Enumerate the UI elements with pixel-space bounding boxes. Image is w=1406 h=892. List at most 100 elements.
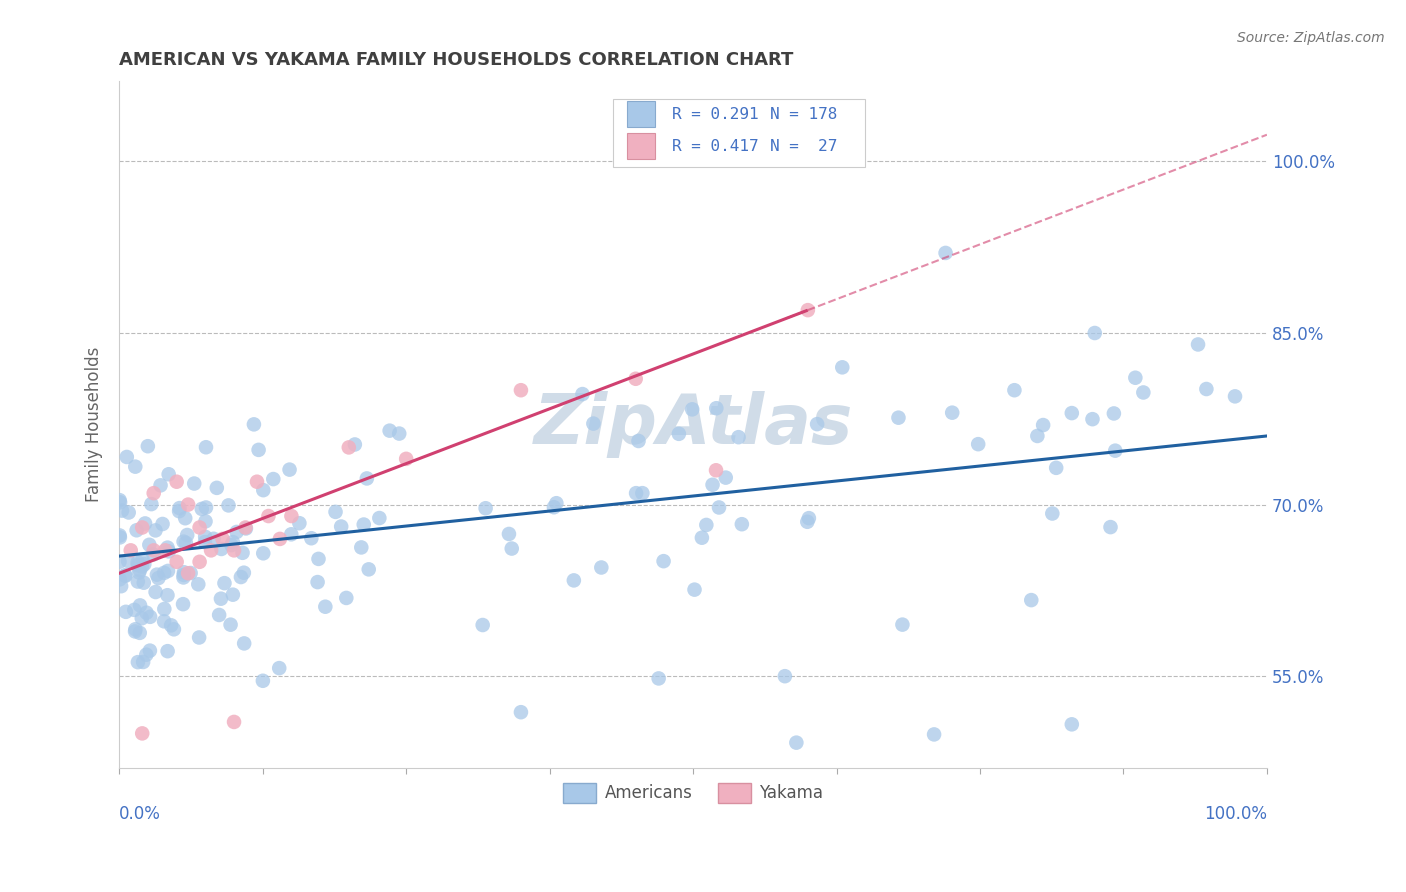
Point <box>510 383 533 397</box>
Point <box>209 591 232 606</box>
FancyBboxPatch shape <box>627 102 655 128</box>
Point <box>153 566 176 580</box>
Point <box>785 736 807 750</box>
Point <box>135 648 157 662</box>
Point <box>225 524 247 539</box>
Point <box>131 520 153 534</box>
Point <box>142 486 165 500</box>
Point <box>167 504 190 518</box>
Point <box>243 417 266 432</box>
Point <box>208 607 231 622</box>
Point <box>681 402 703 417</box>
Point <box>471 618 494 632</box>
Point <box>357 562 380 576</box>
Point <box>278 462 301 476</box>
Point <box>163 623 186 637</box>
Point <box>1223 389 1246 403</box>
Point <box>120 543 142 558</box>
Point <box>174 536 197 550</box>
Point <box>797 303 820 318</box>
Point <box>235 520 257 534</box>
Point <box>388 426 411 441</box>
Point <box>546 496 568 510</box>
Point <box>262 472 284 486</box>
Point <box>127 655 149 669</box>
Legend: Americans, Yakama: Americans, Yakama <box>554 775 831 811</box>
Point <box>922 727 945 741</box>
Point <box>177 498 200 512</box>
Point <box>582 417 605 431</box>
Point <box>356 471 378 485</box>
Point <box>146 567 169 582</box>
Point <box>129 599 152 613</box>
Point <box>797 511 820 525</box>
Point <box>110 579 132 593</box>
Point <box>205 481 228 495</box>
Point <box>124 603 146 617</box>
Point <box>202 532 225 546</box>
Point <box>325 505 347 519</box>
Text: 100.0%: 100.0% <box>1204 805 1267 823</box>
Point <box>652 554 675 568</box>
Point <box>131 726 153 740</box>
Point <box>174 511 197 525</box>
Point <box>368 511 391 525</box>
Point <box>128 563 150 577</box>
Point <box>683 582 706 597</box>
Text: Source: ZipAtlas.com: Source: ZipAtlas.com <box>1237 31 1385 45</box>
Point <box>269 661 291 675</box>
Point <box>704 401 727 416</box>
Text: R = 0.291: R = 0.291 <box>672 107 759 122</box>
Point <box>1045 460 1067 475</box>
Point <box>252 483 274 498</box>
Point <box>222 535 245 549</box>
Point <box>214 576 236 591</box>
Point <box>280 509 302 524</box>
Point <box>967 437 990 451</box>
Point <box>1060 406 1083 420</box>
Point <box>252 546 274 560</box>
Point <box>157 467 180 482</box>
Point <box>695 518 717 533</box>
Point <box>307 575 329 590</box>
Point <box>194 530 217 544</box>
Point <box>222 714 245 729</box>
Point <box>668 426 690 441</box>
Point <box>1060 717 1083 731</box>
Point <box>173 566 195 580</box>
Point <box>108 495 131 509</box>
Point <box>172 570 194 584</box>
Point <box>118 506 141 520</box>
Point <box>195 440 218 454</box>
Point <box>353 517 375 532</box>
Point <box>157 544 180 558</box>
Point <box>134 516 156 531</box>
Point <box>288 516 311 531</box>
Point <box>631 486 654 500</box>
Point <box>132 655 155 669</box>
FancyBboxPatch shape <box>627 133 655 159</box>
Point <box>350 541 373 555</box>
Point <box>714 470 737 484</box>
Point <box>222 588 245 602</box>
Point <box>218 499 240 513</box>
Point <box>108 528 131 542</box>
Point <box>127 574 149 589</box>
Point <box>172 597 194 611</box>
Point <box>156 541 179 555</box>
Point <box>727 430 749 444</box>
Point <box>148 571 170 585</box>
Point <box>1132 385 1154 400</box>
Point <box>219 617 242 632</box>
Point <box>142 543 165 558</box>
Point <box>127 558 149 573</box>
Point <box>1187 337 1209 351</box>
Point <box>232 566 254 580</box>
Point <box>117 554 139 568</box>
Text: R = 0.417: R = 0.417 <box>672 139 759 154</box>
Point <box>330 519 353 533</box>
Point <box>1084 326 1107 340</box>
Point <box>314 599 336 614</box>
Point <box>335 591 357 605</box>
Point <box>160 618 183 632</box>
